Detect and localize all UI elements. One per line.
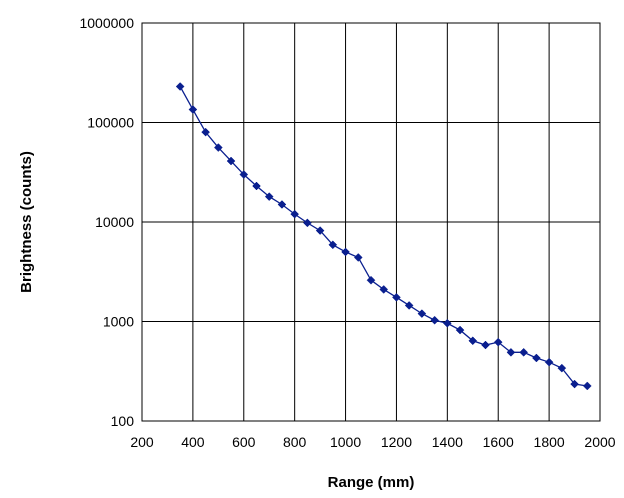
- chart-grid: [141, 22, 601, 422]
- x-tick-label-1: 400: [181, 434, 205, 450]
- data-point-3: [213, 143, 223, 152]
- data-point-12: [328, 240, 338, 250]
- x-tick-label-8: 1800: [534, 434, 565, 450]
- data-point-21: [442, 318, 452, 328]
- x-tick-label-6: 1400: [432, 434, 463, 450]
- y-tick-label-4: 1000000: [79, 15, 134, 31]
- x-tick-label-9: 2000: [584, 434, 615, 450]
- x-tick-label-0: 200: [130, 434, 154, 450]
- data-point-8: [277, 200, 287, 209]
- x-tick-label-2: 600: [232, 434, 256, 450]
- data-point-16: [379, 285, 389, 294]
- data-point-14: [353, 253, 363, 262]
- data-point-18: [404, 301, 414, 310]
- data-point-25: [493, 337, 503, 347]
- data-point-5: [239, 170, 249, 179]
- y-axis-tick-labels: 100 1000 10000 100000 1000000: [79, 15, 134, 429]
- y-tick-label-1: 1000: [103, 314, 134, 330]
- data-point-9: [290, 209, 300, 219]
- data-point-10: [303, 218, 312, 228]
- data-point-20: [430, 315, 439, 325]
- data-point-0: [175, 82, 185, 91]
- data-point-2: [201, 127, 210, 137]
- x-tick-label-7: 1600: [483, 434, 514, 450]
- y-tick-label-3: 100000: [87, 115, 134, 131]
- data-point-11: [315, 226, 325, 235]
- series-layer: [175, 82, 592, 391]
- x-tick-label-3: 800: [283, 434, 307, 450]
- data-point-32: [582, 381, 592, 391]
- data-point-30: [557, 363, 567, 373]
- y-axis-title: Brightness (counts): [18, 151, 35, 293]
- data-point-17: [392, 292, 401, 302]
- data-point-22: [455, 325, 465, 335]
- data-point-27: [519, 347, 529, 357]
- data-point-29: [544, 357, 554, 367]
- data-point-1: [188, 105, 198, 114]
- x-tick-label-4: 1000: [330, 434, 361, 450]
- data-point-4: [226, 156, 236, 166]
- data-point-6: [252, 181, 261, 191]
- data-point-13: [341, 247, 350, 257]
- y-tick-label-0: 100: [111, 413, 135, 429]
- x-tick-label-5: 1200: [381, 434, 412, 450]
- plot-area-frame: [141, 22, 601, 422]
- data-point-28: [532, 353, 541, 363]
- data-point-23: [468, 336, 478, 346]
- data-point-26: [506, 347, 516, 357]
- data-point-19: [417, 309, 427, 318]
- x-axis-tick-labels: 200 400 600 800 1000 1200 1400 1600 1800 2000: [130, 434, 615, 450]
- y-tick-label-2: 10000: [95, 214, 134, 230]
- data-point-24: [481, 340, 490, 350]
- data-point-7: [264, 192, 274, 201]
- data-point-15: [366, 275, 376, 285]
- series-line-0: [179, 86, 588, 387]
- data-point-31: [570, 379, 579, 389]
- x-axis-title: Range (mm): [328, 474, 415, 491]
